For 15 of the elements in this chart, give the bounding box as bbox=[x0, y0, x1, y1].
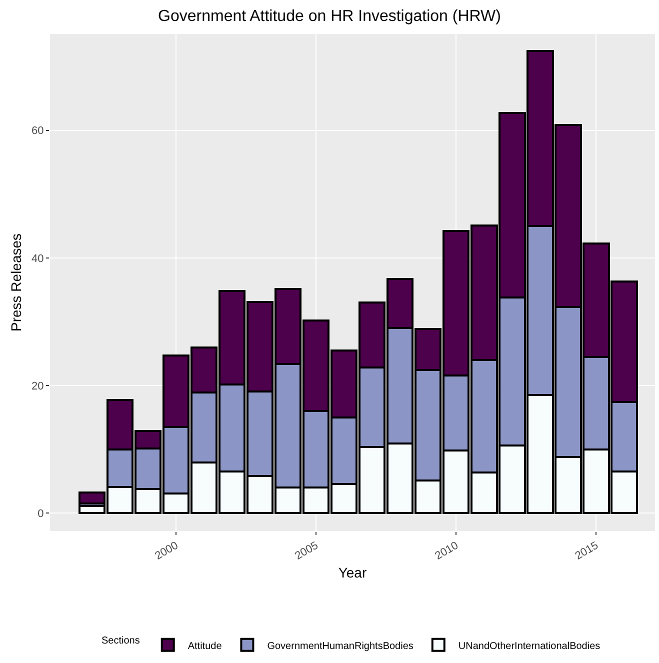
y-tick-label: 60 bbox=[32, 125, 44, 138]
x-tick-label: 2010 bbox=[433, 540, 460, 562]
x-axis-title: Year bbox=[338, 564, 367, 581]
y-tick-label: 20 bbox=[32, 380, 44, 392]
y-tick-label: 0 bbox=[38, 508, 44, 520]
legend-title: Sections bbox=[102, 635, 140, 646]
legend-label: GovernmentHumanRightsBodies bbox=[267, 640, 414, 652]
y-tick-label: 40 bbox=[32, 252, 44, 265]
y-axis-title: Press Releases bbox=[8, 233, 24, 332]
x-tick-label: 2015 bbox=[573, 540, 600, 562]
legend-label: Attitude bbox=[188, 640, 222, 652]
x-tick-label: 2000 bbox=[153, 540, 180, 562]
chart-title: Government Attitude on HR Investigation (HRW) bbox=[158, 8, 501, 26]
x-tick-label: 2005 bbox=[293, 540, 320, 562]
legend-label: UNandOtherInternationalBodies bbox=[458, 640, 600, 652]
